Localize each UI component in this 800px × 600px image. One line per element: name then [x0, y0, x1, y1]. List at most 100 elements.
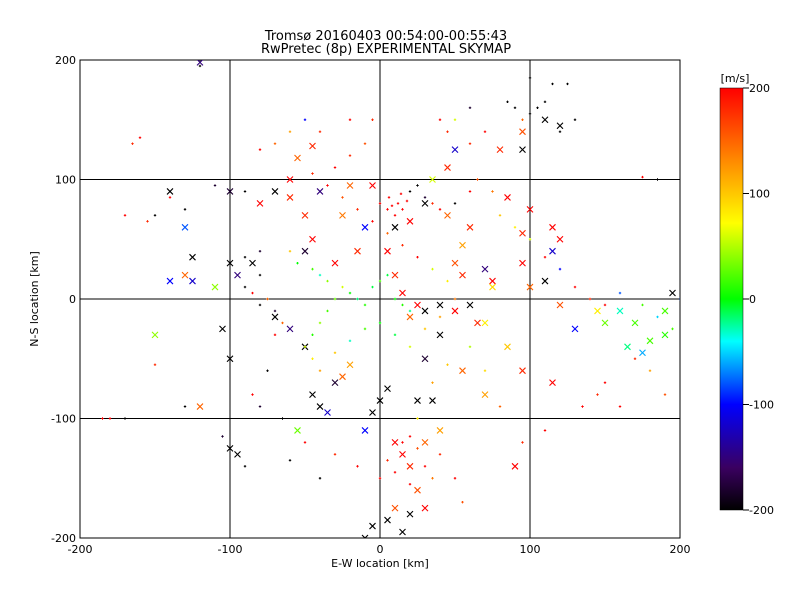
data-point-plus — [101, 417, 104, 420]
colorbar-label: [m/s] — [721, 72, 750, 85]
data-point-plus — [641, 175, 644, 179]
data-point-plus — [363, 327, 367, 331]
data-point-plus — [318, 369, 322, 372]
data-point-plus — [228, 178, 232, 181]
data-point-x — [309, 142, 316, 150]
data-point-plus — [558, 267, 562, 271]
data-point-plus — [498, 214, 502, 217]
data-point-plus — [573, 285, 577, 289]
y-axis-ticks: -200 -100 0 100 200 — [51, 54, 680, 545]
y-tick-label: -200 — [51, 532, 76, 545]
data-point-x — [669, 289, 676, 297]
data-point-x — [316, 188, 324, 195]
data-point-plus — [408, 345, 412, 348]
data-point-x — [451, 146, 459, 154]
x-tick-label: 0 — [377, 543, 384, 556]
data-point-x — [459, 241, 466, 249]
data-point-x — [384, 516, 391, 524]
data-point-plus — [468, 190, 472, 193]
data-point-plus — [131, 142, 134, 145]
data-point-plus — [399, 192, 403, 196]
data-point-plus — [356, 297, 359, 301]
data-point-x — [549, 223, 556, 231]
data-point-plus — [303, 118, 307, 121]
data-point-plus — [603, 303, 607, 307]
data-point-plus — [386, 232, 389, 235]
data-point-plus — [311, 333, 314, 337]
colorbar-tick-label: -100 — [749, 399, 774, 412]
data-point-plus — [273, 142, 277, 145]
data-point-plus — [153, 214, 157, 217]
data-point-plus — [266, 297, 269, 301]
data-point-x — [369, 522, 376, 530]
data-point-plus — [396, 202, 400, 205]
data-point-plus — [387, 196, 391, 199]
data-point-plus — [648, 369, 652, 372]
data-point-plus — [183, 208, 187, 211]
data-point-plus — [303, 345, 307, 348]
data-point-plus — [468, 106, 472, 109]
data-point-x — [369, 182, 376, 189]
data-point-x — [549, 247, 556, 255]
data-point-plus — [405, 199, 409, 203]
data-point-plus — [371, 118, 374, 121]
data-point-x — [361, 427, 369, 434]
data-point-plus — [243, 255, 247, 259]
data-point-x — [346, 182, 354, 189]
data-points — [101, 60, 680, 538]
data-point-x — [421, 200, 429, 207]
data-point-x — [226, 355, 234, 363]
data-point-x — [481, 319, 489, 327]
data-point-plus — [296, 261, 299, 265]
data-point-plus — [281, 417, 284, 420]
data-point-plus — [491, 190, 494, 193]
data-point-x — [519, 229, 526, 237]
data-point-x — [309, 235, 316, 243]
data-point-x — [346, 361, 354, 369]
data-point-x — [406, 217, 414, 225]
data-point-plus — [318, 321, 322, 325]
data-point-x — [571, 325, 579, 333]
data-point-x — [294, 427, 301, 434]
data-point-plus — [371, 285, 374, 289]
data-point-plus — [401, 303, 404, 307]
data-point-plus — [243, 465, 247, 468]
data-point-x — [189, 253, 196, 261]
data-point-plus — [528, 238, 532, 241]
data-point-x — [331, 259, 339, 267]
data-point-x — [399, 450, 406, 458]
data-point-plus — [483, 130, 487, 133]
data-point-plus — [303, 441, 307, 444]
data-point-x — [519, 367, 526, 375]
data-point-x — [271, 188, 279, 195]
data-point-plus — [423, 196, 427, 199]
data-point-x — [421, 504, 429, 512]
data-point-x — [429, 176, 436, 183]
data-point-plus — [243, 190, 247, 193]
data-point-plus — [273, 333, 277, 337]
data-point-x — [504, 343, 511, 351]
data-point-plus — [153, 363, 157, 366]
data-point-x — [451, 307, 459, 315]
data-point-plus — [108, 417, 112, 420]
data-point-x — [646, 337, 654, 345]
data-point-plus — [528, 112, 532, 115]
data-point-x — [414, 397, 421, 404]
data-point-plus — [258, 405, 262, 408]
data-point-x — [399, 289, 406, 297]
data-point-plus — [573, 118, 577, 121]
data-point-x — [406, 510, 414, 518]
data-point-plus — [356, 208, 359, 211]
data-point-plus — [506, 100, 509, 104]
data-point-plus — [356, 465, 359, 468]
data-point-plus — [656, 315, 659, 319]
data-point-x — [151, 331, 159, 339]
y-tick-label: -100 — [51, 413, 76, 426]
data-point-plus — [288, 130, 292, 133]
data-point-x — [459, 367, 466, 375]
data-point-plus — [663, 393, 667, 396]
data-point-plus — [183, 405, 187, 408]
data-point-x — [616, 307, 624, 315]
x-tick-label: -200 — [68, 543, 93, 556]
data-point-plus — [543, 255, 547, 259]
